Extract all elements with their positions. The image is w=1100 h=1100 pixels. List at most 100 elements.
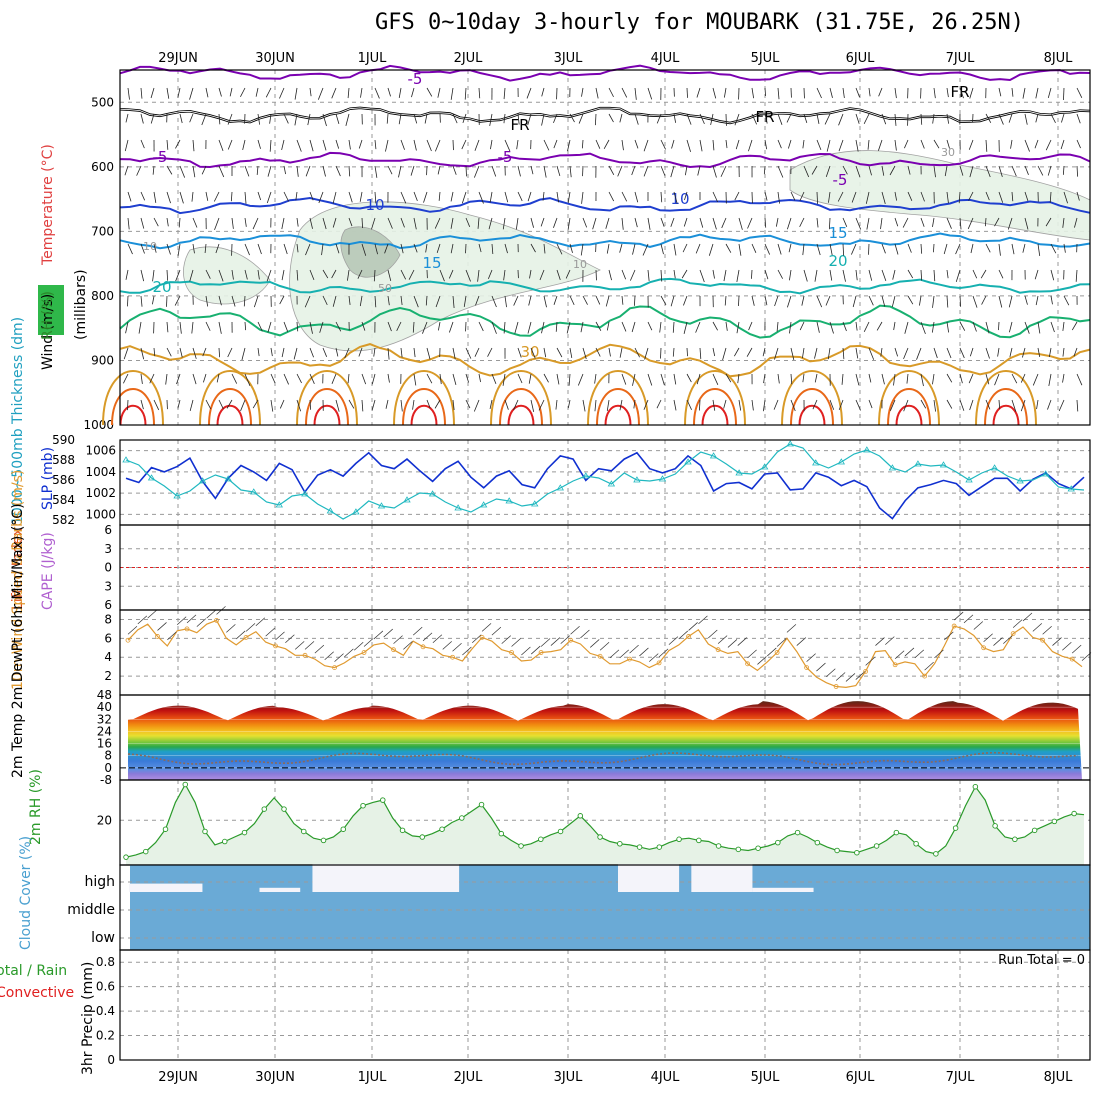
thick-ylabel: 1000~500mb Thickness (dm) (10, 317, 26, 525)
wind-barb (348, 165, 351, 177)
wind-barb (828, 217, 831, 230)
wind-barb (127, 399, 129, 411)
wind-barb (503, 113, 506, 124)
thickness-marker (122, 456, 130, 463)
wind-barb (855, 217, 862, 230)
wind-barb (660, 217, 665, 227)
thickness-marker (147, 474, 156, 481)
wind-barb (802, 373, 805, 383)
wind-barb (619, 347, 623, 358)
li-tick-label: 3 (104, 542, 112, 556)
wind-barb (400, 347, 403, 358)
wind-barb (907, 269, 914, 279)
wind-barb (842, 347, 845, 360)
wind-barb (811, 165, 818, 175)
wind-barb (478, 321, 484, 332)
wind-barb (751, 87, 755, 99)
wind-barb (335, 399, 340, 412)
wind-barb (903, 347, 909, 360)
wind-barb (387, 165, 393, 175)
wind-barb (538, 399, 545, 411)
wind-barb (153, 347, 156, 357)
wind-barb (539, 269, 545, 281)
wind-barb (1076, 165, 1079, 177)
temp-ylabel: 2m Temp 2m DewPt (6hr Min/Max) (°C) (10, 503, 26, 778)
wind-speed-point (1069, 656, 1075, 662)
wind-barb (196, 618, 207, 627)
wind-barb (1011, 243, 1015, 255)
wind-speed-point (715, 647, 721, 653)
precip-tick-label: 0.2 (96, 1029, 115, 1043)
wind-barb (230, 191, 233, 202)
rh-point (340, 826, 347, 832)
wind-barb (998, 295, 1003, 308)
wind-barb (296, 139, 302, 152)
wind-barb (880, 347, 883, 357)
wind-barb (425, 243, 428, 253)
wind-barb (1012, 619, 1023, 628)
wind-barb (279, 87, 285, 99)
wind-barb (933, 243, 935, 253)
wind-barb (812, 399, 818, 410)
wind-barb (205, 191, 209, 201)
wind-barb (837, 191, 844, 202)
isotherm-line (119, 196, 1091, 215)
wind-barb (868, 243, 870, 255)
wind-barb (488, 217, 493, 230)
wind-barb (408, 269, 415, 280)
precip-panel: 0.8 0.6 0.4 0.2 0 (96, 949, 1091, 1067)
wind-barb (568, 373, 571, 386)
wind-barb (932, 295, 935, 308)
date-label-top: 2JUL (454, 51, 484, 66)
wind-barb (412, 399, 415, 410)
wind-barb (477, 217, 480, 229)
wind-barb (683, 321, 688, 334)
thickness-marker (735, 469, 743, 476)
wind-barb (686, 87, 688, 98)
wind-barb (227, 113, 233, 125)
thickness-marker (863, 446, 871, 453)
wind-barb (530, 243, 536, 253)
wind-barb (968, 139, 974, 150)
wind-speed-point (361, 650, 367, 655)
wind-barb (383, 628, 393, 638)
wind-barb (527, 113, 532, 126)
wind-barb (790, 399, 796, 412)
wind-barb (722, 347, 727, 361)
isotherm-loop (693, 388, 737, 426)
thickness-marker (505, 497, 513, 504)
wind-barb (361, 399, 364, 412)
wind-barb (387, 373, 390, 383)
wind-barb (1076, 113, 1081, 124)
wind-barb (553, 113, 558, 124)
wind-barb (816, 113, 820, 124)
wind-barb (503, 321, 506, 334)
isotherm-loop (102, 370, 164, 426)
wind-barb (955, 269, 961, 283)
wind-barb (361, 217, 363, 229)
wind-barb (152, 295, 155, 305)
wind-barb (1034, 269, 1039, 280)
wind-barb (699, 217, 704, 228)
wind-barb (1076, 399, 1079, 412)
upper-ylabel-temp: Temperature (°C) (40, 144, 56, 266)
wind-barb (489, 113, 493, 126)
wind-barb (231, 217, 234, 229)
wind-barb (541, 113, 545, 126)
wind-barb (920, 113, 923, 125)
wind-barb (437, 165, 441, 175)
wind-barb (1063, 295, 1070, 306)
wind-barb (1062, 373, 1065, 383)
date-label-bottom: 6JUL (846, 1070, 876, 1085)
wind-barb (868, 373, 872, 383)
wind-barb (894, 243, 899, 255)
wind-speed-point (450, 654, 455, 660)
wind-barb (580, 243, 584, 256)
rh-point (992, 823, 998, 829)
wind-barb (347, 269, 350, 281)
wind-barb (672, 321, 675, 333)
wind-barb (958, 191, 961, 204)
wind-barb (827, 347, 831, 360)
wind-barb (570, 625, 580, 635)
